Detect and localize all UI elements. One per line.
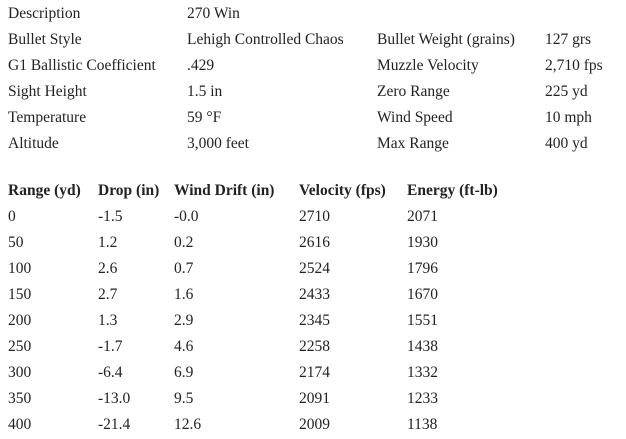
table-cell: 0 [8, 208, 16, 225]
spec-label-bullet-weight: Bullet Weight (grains) [377, 31, 515, 48]
table-cell: 12.6 [174, 416, 202, 433]
table-cell: 250 [8, 338, 32, 355]
table-cell: 400 [8, 416, 32, 433]
table-cell: 100 [8, 260, 32, 277]
spec-label-max-range: Max Range [377, 135, 449, 152]
spec-label-wind-speed: Wind Speed [377, 109, 453, 126]
spec-label-ballistic-coefficient: G1 Ballistic Coefficient [8, 57, 156, 74]
table-cell: 9.5 [174, 390, 194, 407]
table-cell: 2258 [299, 338, 330, 355]
table-cell: 2524 [299, 260, 330, 277]
table-cell: 1233 [407, 390, 438, 407]
column-header-energy: Energy (ft-lb) [407, 182, 498, 199]
table-cell: 2.7 [98, 286, 118, 303]
table-cell: 6.9 [174, 364, 194, 381]
table-cell: 1551 [407, 312, 438, 329]
spec-value-max-range: 400 yd [545, 135, 588, 152]
spec-value-bullet-weight: 127 grs [545, 31, 592, 48]
table-cell: 150 [8, 286, 32, 303]
table-cell: 1670 [407, 286, 438, 303]
table-cell: 2433 [299, 286, 330, 303]
table-cell: 1.3 [98, 312, 118, 329]
table-cell: 1138 [407, 416, 438, 433]
table-cell: 350 [8, 390, 32, 407]
spec-label-altitude: Altitude [8, 135, 59, 152]
table-cell: 1.2 [98, 234, 118, 251]
spec-label-sight-height: Sight Height [8, 83, 87, 100]
column-header-range: Range (yd) [8, 182, 81, 199]
spec-value-wind-speed: 10 mph [545, 109, 592, 126]
table-cell: 300 [8, 364, 32, 381]
table-cell: -13.0 [98, 390, 131, 407]
spec-value-description: 270 Win [187, 5, 240, 22]
table-cell: 1796 [407, 260, 438, 277]
spec-label-zero-range: Zero Range [377, 83, 450, 100]
table-cell: 1438 [407, 338, 438, 355]
table-cell: 2616 [299, 234, 330, 251]
spec-value-ballistic-coefficient: .429 [187, 57, 215, 74]
spec-label-muzzle-velocity: Muzzle Velocity [377, 57, 479, 74]
spec-value-muzzle-velocity: 2,710 fps [545, 57, 603, 74]
table-cell: -1.7 [98, 338, 123, 355]
table-cell: 2.9 [174, 312, 194, 329]
spec-value-bullet-style: Lehigh Controlled Chaos [187, 31, 344, 48]
table-cell: 2.6 [98, 260, 118, 277]
table-cell: 2091 [299, 390, 330, 407]
table-cell: 50 [8, 234, 24, 251]
table-cell: 2009 [299, 416, 330, 433]
spec-value-zero-range: 225 yd [545, 83, 588, 100]
table-cell: 2710 [299, 208, 330, 225]
table-cell: 1332 [407, 364, 438, 381]
spec-label-description: Description [8, 5, 81, 22]
table-cell: 1930 [407, 234, 438, 251]
table-cell: 0.7 [174, 260, 194, 277]
table-cell: -21.4 [98, 416, 131, 433]
table-cell: 2071 [407, 208, 438, 225]
table-cell: 1.6 [174, 286, 194, 303]
table-cell: 2345 [299, 312, 330, 329]
column-header-wind-drift: Wind Drift (in) [174, 182, 275, 199]
table-cell: -6.4 [98, 364, 123, 381]
spec-label-temperature: Temperature [8, 109, 87, 126]
table-cell: 2174 [299, 364, 330, 381]
table-cell: 4.6 [174, 338, 194, 355]
table-cell: 200 [8, 312, 32, 329]
column-header-drop: Drop (in) [98, 182, 160, 199]
table-cell: -1.5 [98, 208, 123, 225]
column-header-velocity: Velocity (fps) [299, 182, 386, 199]
table-cell: 0.2 [174, 234, 194, 251]
spec-value-sight-height: 1.5 in [187, 83, 223, 100]
spec-value-altitude: 3,000 feet [187, 135, 249, 152]
table-cell: -0.0 [174, 208, 199, 225]
spec-label-bullet-style: Bullet Style [8, 31, 82, 48]
spec-value-temperature: 59 °F [187, 109, 222, 126]
